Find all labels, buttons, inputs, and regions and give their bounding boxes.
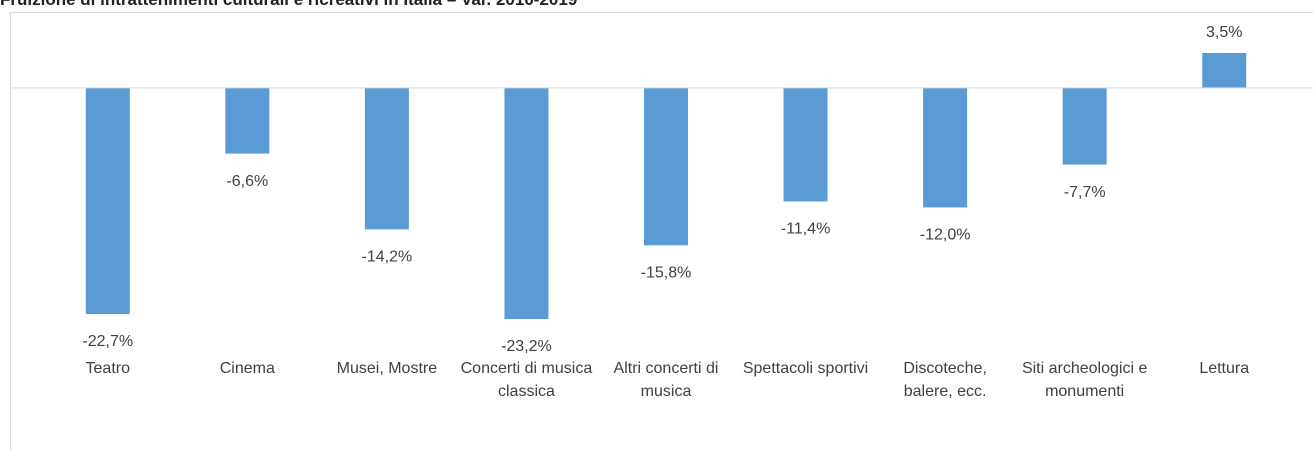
- x-tick-label: Cinema: [219, 360, 275, 377]
- data-label: -14,2%: [362, 249, 413, 266]
- data-label: 3,5%: [1206, 24, 1242, 41]
- bar: [225, 87, 270, 154]
- x-tick-label: Lettura: [1199, 360, 1250, 377]
- bar: [1062, 87, 1107, 165]
- bar: [923, 87, 968, 208]
- bar: [783, 87, 828, 202]
- bar: [1202, 53, 1247, 88]
- data-label: -22,7%: [82, 333, 133, 350]
- x-tick-label: Altri concerti di musica: [613, 360, 719, 400]
- data-label: -23,2%: [501, 338, 552, 355]
- data-label: -11,4%: [781, 221, 831, 238]
- bar: [85, 87, 130, 315]
- data-label: -12,0%: [920, 227, 971, 244]
- frame: [10, 12, 1313, 450]
- data-label: -7,7%: [1064, 184, 1106, 201]
- data-label: -6,6%: [226, 173, 268, 190]
- x-tick-label: Concerti di musica classica: [460, 360, 593, 400]
- x-tick-label: Spettacoli sportivi: [742, 360, 869, 377]
- bar: [644, 87, 688, 246]
- x-tick-label: Teatro: [85, 360, 130, 377]
- bar: [364, 87, 409, 230]
- bar: [504, 87, 549, 319]
- x-tick-label: Discoteche, balere, ecc.: [903, 360, 987, 400]
- chart-title: Fruizione di intrattenimenti culturali e…: [0, 0, 577, 10]
- data-label: -15,8%: [641, 264, 692, 281]
- x-tick-label: Siti archeologici e monumenti: [1021, 360, 1148, 400]
- x-tick-label: Musei, Mostre: [336, 360, 438, 377]
